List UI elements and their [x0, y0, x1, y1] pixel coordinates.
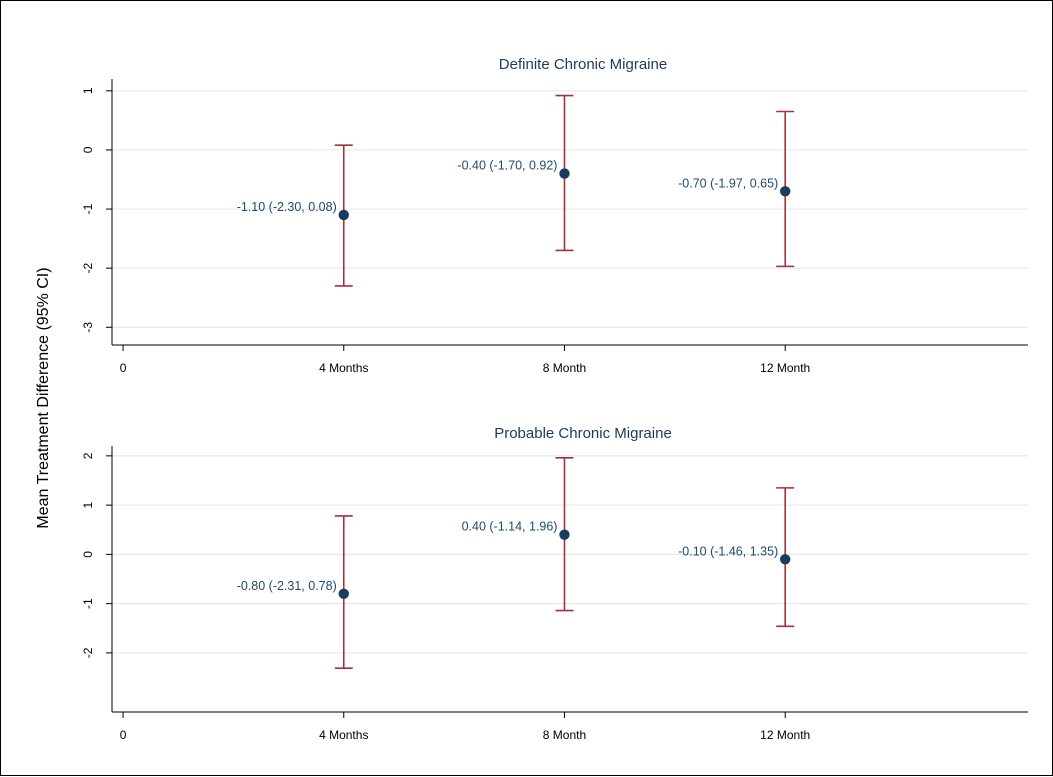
data-point — [780, 186, 791, 197]
panel-title: Definite Chronic Migraine — [499, 56, 667, 73]
x-tick-label: 4 Months — [319, 361, 368, 375]
y-tick-label: 2 — [81, 452, 95, 459]
panel-1: Definite Chronic Migraine 1 0 -1 -2 -3 0 4 Mont… — [81, 56, 1028, 375]
y-tick-label: -2 — [81, 262, 95, 273]
x-tick-label: 4 Months — [319, 728, 368, 742]
data-label: -0.70 (-1.97, 0.65) — [678, 176, 778, 190]
x-tick-label: 12 Month — [760, 728, 810, 742]
y-tick-label: 1 — [81, 87, 95, 94]
panel-2: Probable Chronic Migraine 2 1 0 -1 -2 0 4 Month… — [81, 425, 1028, 742]
y-tick-label: -3 — [81, 322, 95, 333]
data-label: 0.40 (-1.14, 1.96) — [462, 520, 558, 534]
x-tick-label: 8 Month — [543, 361, 586, 375]
data-label: -0.40 (-1.70, 0.92) — [457, 159, 557, 173]
y-tick-label: -1 — [81, 598, 95, 609]
data-point — [559, 168, 570, 179]
data-point — [780, 554, 791, 565]
data-label: -0.80 (-2.31, 0.78) — [237, 579, 337, 593]
y-tick-label: 0 — [81, 146, 95, 153]
y-tick-label: 1 — [81, 501, 95, 508]
data-label: -1.10 (-2.30, 0.08) — [237, 200, 337, 214]
data-point — [559, 529, 570, 540]
data-label: -0.10 (-1.46, 1.35) — [678, 544, 778, 558]
x-tick-label: 12 Month — [760, 361, 810, 375]
x-tick-label: 0 — [120, 361, 127, 375]
y-axis-label: Mean Treatment Difference (95% CI) — [35, 267, 52, 528]
x-tick-label: 8 Month — [543, 728, 586, 742]
data-point — [338, 209, 349, 221]
y-tick-label: 0 — [81, 551, 95, 558]
data-point — [338, 588, 349, 599]
panels: Definite Chronic Migraine 1 0 -1 -2 -3 0 4 Mont… — [81, 56, 1028, 742]
panel-title: Probable Chronic Migraine — [494, 425, 672, 442]
y-tick-label: -2 — [81, 647, 95, 658]
x-tick-label: 0 — [120, 728, 127, 742]
y-tick-label: -1 — [81, 203, 95, 214]
